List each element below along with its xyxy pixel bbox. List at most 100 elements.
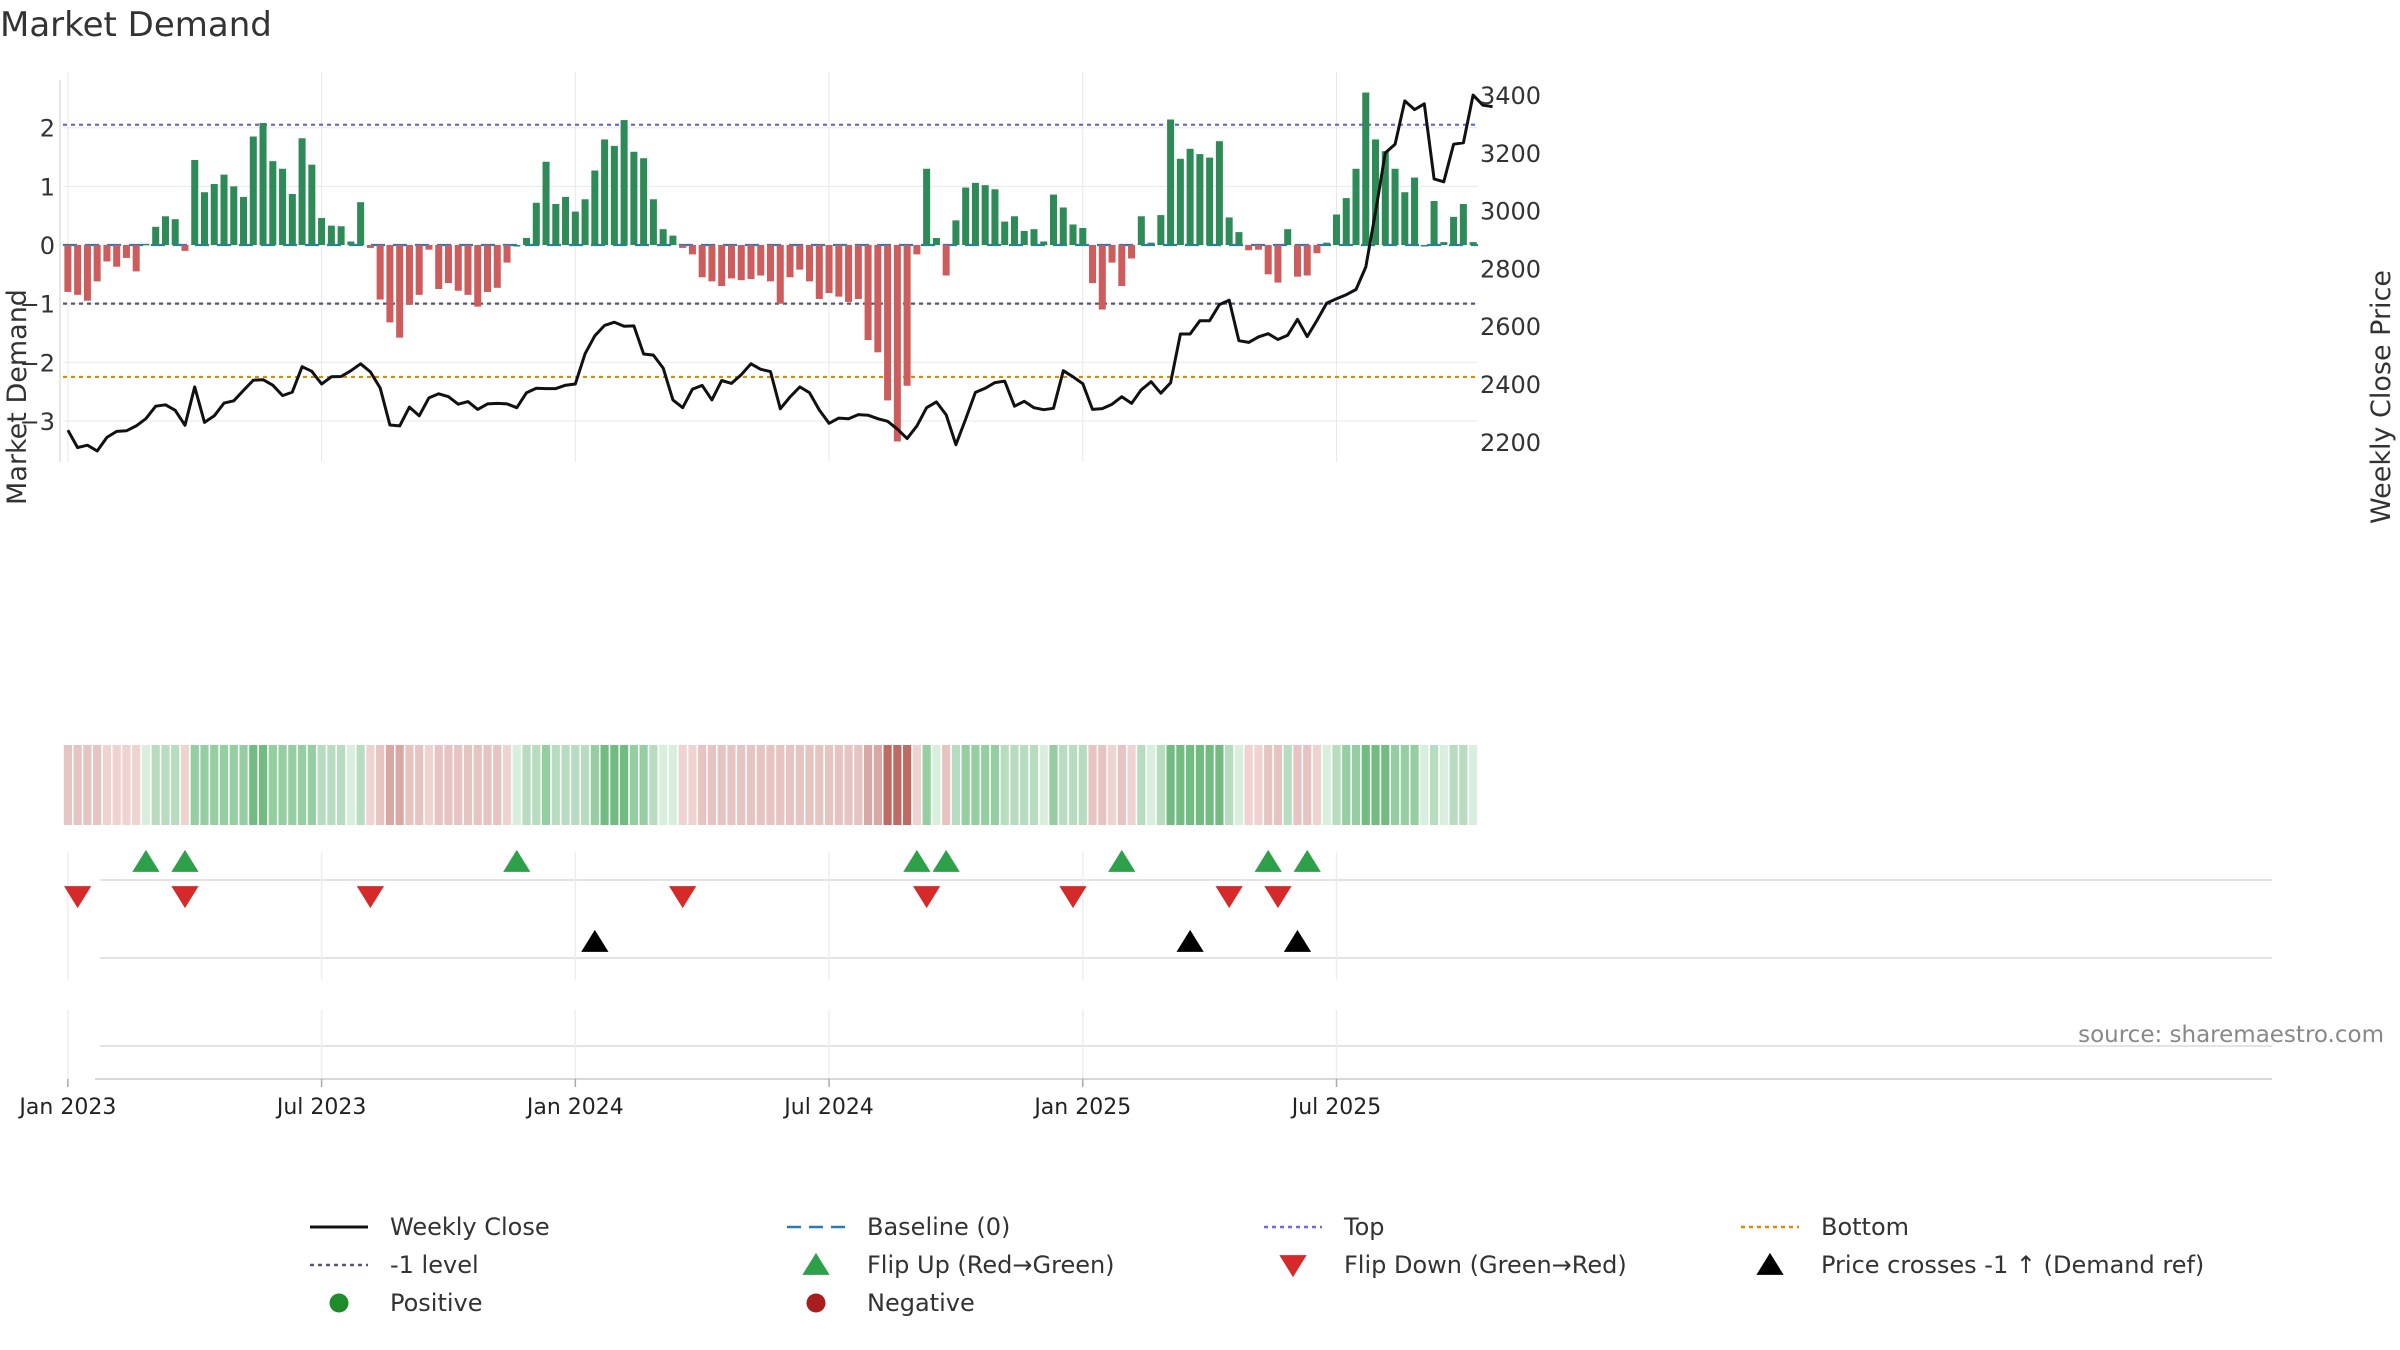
strip-cell [1107,745,1117,825]
y-left-tick-label: −3 [20,408,55,436]
positive-demand-bar [210,184,218,246]
negative-demand-bar [874,245,882,353]
flip-up-marker [132,849,160,872]
flip-down-marker [63,886,92,909]
positive-demand-bar [191,159,199,246]
strip-cell [854,745,863,825]
strip-cell [688,745,697,825]
negative-demand-bar [64,245,72,292]
negative-demand-bar [708,245,716,282]
negative-demand-bar [1293,245,1301,277]
strip-cell [288,745,297,825]
strip-cell [1020,745,1029,825]
positive-demand-bar [962,187,970,246]
strip-cell [795,745,804,825]
strip-cell [951,745,961,825]
positive-demand-bar [259,123,267,246]
strip-cell [434,745,443,825]
negative-demand-bar [727,245,735,279]
strip-cell [1303,745,1312,825]
legend-item: Baseline (0) [787,1213,1010,1241]
positive-demand-bar [991,189,999,246]
positive-demand-bar [1147,242,1155,246]
positive-demand-bar [952,220,960,246]
strip-cell [1146,745,1156,825]
positive-demand-bar [230,186,238,246]
positive-demand-bar [659,229,667,246]
y-right-tick-label: 3000 [1480,198,1541,226]
negative-demand-bar [113,245,121,267]
positive-demand-bar [279,168,287,246]
strip-cell [737,745,746,825]
strip-cell [1117,745,1126,825]
strip-cell [571,745,580,825]
strip-cell [746,745,756,825]
positive-demand-bar [200,192,209,246]
legend-item: Negative [806,1289,975,1317]
negative-demand-bar [503,245,511,263]
positive-demand-bar [269,161,277,246]
positive-demand-bar [152,226,160,246]
positive-demand-bar [357,202,365,246]
negative-demand-bar [181,245,189,251]
strip-cell [415,745,424,825]
negative-demand-bar [747,245,755,280]
positive-demand-bar [1186,148,1194,246]
negative-demand-bar [942,245,950,276]
positive-demand-bar [1450,216,1458,246]
positive-demand-bar [1459,203,1467,246]
positive-demand-bar [1137,216,1145,246]
strip-cell [190,745,199,825]
strip-cell [229,745,238,825]
positive-demand-bar [1391,168,1399,246]
strip-cell [385,745,395,825]
strip-cell [590,745,599,825]
legend: Weekly Close Baseline (0) Top Bottom -1 leve… [310,1213,2204,1317]
x-axis: Jan 2023 Jul 2023 Jan 2024 Jul 2024 Jan 2025… [17,1078,2272,1120]
strip-cell [1264,745,1273,825]
negative-demand-bar [903,245,911,386]
positive-demand-bar [640,158,648,246]
price-cross-marker [1283,929,1312,952]
y-right-tick-label: 2600 [1480,313,1541,341]
strip-cell [942,745,951,825]
negative-demand-bar [1303,245,1311,276]
negative-demand-bar [1254,245,1262,250]
strip-cell [1244,745,1253,825]
strip-cell [1293,745,1302,825]
negative-demand-bar [396,245,404,338]
strip-cell [707,745,717,825]
positive-demand-bar [1323,242,1331,246]
positive-demand-bar [1235,232,1243,246]
negative-demand-bar [103,245,111,262]
negative-demand-bar [425,245,433,250]
strip-cell [454,745,463,825]
strip-cell [1137,745,1146,825]
positive-demand-bar [1040,241,1048,246]
strip-cell [541,745,551,825]
positive-demand-bar [1030,229,1038,246]
strip-cell [473,745,482,825]
negative-demand-bar [766,245,775,282]
strip-cell [834,745,843,825]
positive-demand-bar [1206,157,1214,246]
demand-bars [64,92,1477,442]
negative-demand-bar [405,245,413,305]
strip-cell [444,745,453,825]
flip-up-marker [1108,849,1136,872]
strip-cell [258,745,268,825]
strip-cell [815,745,824,825]
positive-demand-bar [981,185,989,246]
negative-demand-bar [474,245,482,307]
legend-triangle-up-icon [802,1252,830,1275]
negative-demand-bar [1118,245,1126,287]
flip-up-marker [503,849,531,872]
positive-demand-bar [1362,92,1370,246]
strip-cell [317,745,326,825]
strip-cell [1273,745,1283,825]
y-right-tick-label: 2200 [1480,429,1541,457]
strip-cell [668,745,678,825]
negative-demand-bar [83,245,91,301]
positive-demand-bar [532,202,540,246]
strip-cell [268,745,277,825]
